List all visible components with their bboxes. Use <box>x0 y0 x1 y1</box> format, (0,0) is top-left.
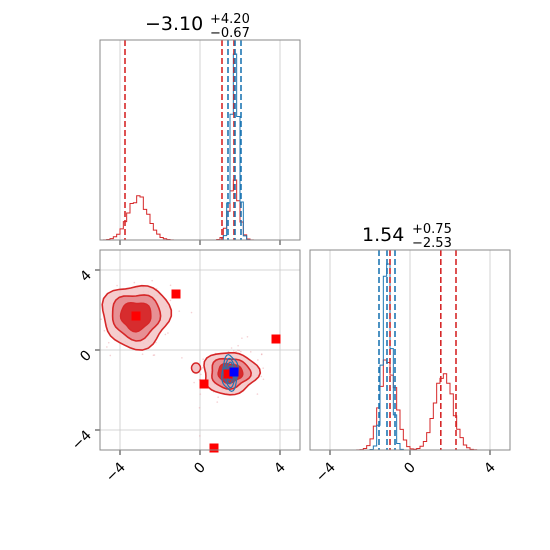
scatter-sample-point <box>232 350 235 352</box>
title-param-2-lower: −2.53 <box>412 236 452 251</box>
blue-square-marker <box>229 367 239 377</box>
scatter-sample-point <box>198 407 201 409</box>
scatter-sample-point <box>200 373 202 376</box>
red-square-marker-5 <box>223 369 233 379</box>
panel-2d-contour <box>95 249 301 455</box>
scatter-sample-point <box>109 354 112 357</box>
scatter-sample-point <box>227 350 230 353</box>
scatter-sample-point <box>249 351 252 353</box>
title-param-2-value: 1.54 <box>362 224 404 246</box>
scatter-sample-point <box>116 284 118 287</box>
hist2-x-tick-label-2: 4 <box>481 459 499 477</box>
scatter-y-tick-label-1: 0 <box>77 348 95 366</box>
scatter-sample-point <box>100 318 103 321</box>
scatter-sample-point <box>152 354 155 357</box>
blue-contour-1 <box>222 357 238 389</box>
scatter-sample-point <box>103 329 106 332</box>
scatter-sample-point <box>199 393 202 395</box>
scatter-sample-point <box>241 337 243 339</box>
scatter-x-tick-label-0: −4 <box>103 459 129 485</box>
scatter-sample-point <box>260 353 263 356</box>
scatter-sample-point <box>202 358 204 360</box>
scatter-sample-point <box>155 341 157 344</box>
scatter-sample-point <box>169 299 172 302</box>
scatter-sample-point <box>262 378 265 381</box>
scatter-sample-point <box>235 350 237 353</box>
red-square-marker-4 <box>209 443 219 453</box>
scatter-sample-point <box>230 347 233 349</box>
red-square-marker-3 <box>199 379 209 389</box>
scatter-sample-point <box>198 435 201 437</box>
scatter-sample-point <box>257 359 259 361</box>
scatter-sample-point <box>237 349 239 352</box>
hist2-x-tick-label-1: 0 <box>401 460 419 478</box>
panel-param2-histogram <box>309 249 511 455</box>
scatter-frame <box>99 249 301 451</box>
scatter-sample-point <box>240 350 242 353</box>
blue-contour-0 <box>221 353 239 393</box>
scatter-sample-point <box>256 393 259 395</box>
title-param-2: 1.54 <box>362 224 404 246</box>
scatter-sample-point <box>178 310 181 312</box>
title-param-2-upper: +0.75 <box>412 222 452 237</box>
scatter-sample-point <box>141 353 144 355</box>
scatter-sample-point <box>190 311 193 314</box>
scatter-x-tick-label-1: 0 <box>191 460 209 478</box>
scatter-sample-point <box>107 341 110 344</box>
hist2-frame <box>309 249 511 451</box>
scatter-sample-point <box>169 284 172 287</box>
scatter-sample-point <box>216 401 219 403</box>
scatter-sample-point <box>201 366 204 369</box>
red-contour-island <box>190 362 202 374</box>
scatter-y-tick-label-0: −4 <box>69 427 95 453</box>
scatter-x-tick-label-2: 4 <box>271 459 289 477</box>
scatter-sample-point <box>260 353 263 355</box>
scatter-sample-point <box>246 336 249 338</box>
scatter-sample-point <box>260 375 263 378</box>
scatter-sample-point <box>237 344 239 347</box>
title-param-1-lower: −0.67 <box>210 26 250 41</box>
scatter-sample-point <box>153 354 156 356</box>
red-square-marker-2 <box>271 334 281 344</box>
title-param-1-value: −3.10 <box>145 13 203 35</box>
scatter-sample-point <box>238 349 241 352</box>
hist1-frame <box>99 39 301 241</box>
red-square-marker-0 <box>131 311 141 321</box>
scatter-sample-point <box>167 332 169 334</box>
panel-param1-histogram <box>99 39 301 245</box>
title-param-1: −3.10 <box>145 13 203 35</box>
scatter-sample-point <box>106 346 108 348</box>
hist2-x-tick-label-0: −4 <box>313 459 339 485</box>
scatter-sample-point <box>181 357 183 359</box>
scatter-sample-point <box>193 381 195 384</box>
title-param-1-upper: +4.20 <box>210 12 250 27</box>
scatter-sample-point <box>217 396 219 399</box>
scatter-y-tick-label-2: 4 <box>77 267 95 285</box>
scatter-sample-point <box>151 279 153 282</box>
red-square-marker-1 <box>171 289 181 299</box>
scatter-sample-point <box>133 281 136 284</box>
scatter-sample-point <box>262 367 264 369</box>
scatter-sample-point <box>164 333 167 336</box>
